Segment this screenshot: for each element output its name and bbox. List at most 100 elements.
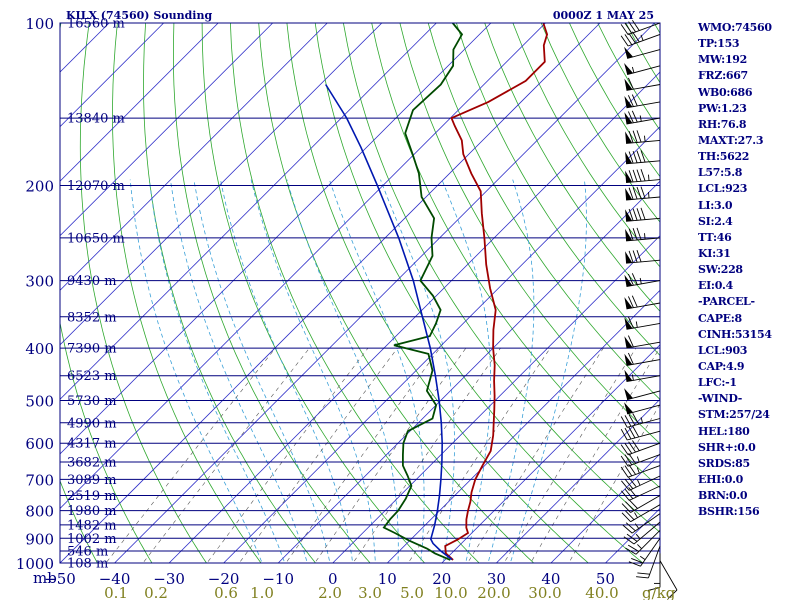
dry-adiabat [79, 23, 207, 563]
wind-barb-flag [627, 335, 634, 348]
sounding-index: CAPE:8 [698, 311, 742, 325]
wind-barb-pennant [624, 96, 633, 108]
dry-adiabat [112, 23, 262, 563]
sounding-index: CINH:53154 [698, 327, 772, 341]
sounding-index: MW:192 [698, 53, 748, 67]
mixing-ratio-labels: 0.1 0.2 0.6 1.0 2.0 3.0 5.0 10.0 20.0 30.0 40.0 g/k… [104, 584, 676, 600]
wind-barb-flag [628, 561, 641, 567]
wind-barb [647, 553, 661, 591]
wind-barb-flag [620, 24, 629, 35]
wind-barb-pennant [624, 369, 633, 382]
mixing-ratio-line [238, 347, 398, 563]
wind-barb [623, 521, 661, 545]
wind-barb-flag [636, 169, 642, 182]
wind-barb-flag [640, 207, 646, 220]
wind-barb-shaft [627, 390, 661, 401]
wind-barb-half-flag [644, 233, 646, 240]
wind-barb [625, 227, 661, 242]
wind-barb-flag [627, 316, 634, 329]
wind-barb-flag [628, 477, 637, 488]
mixing-ratio-line [503, 347, 637, 563]
wind-barb-pennant [624, 112, 633, 124]
wind-barb-half-flag [634, 512, 638, 518]
mixing-ratio-unit: g/kg [642, 584, 676, 600]
wind-barb-half-flag [639, 555, 646, 560]
moist-adiabat [509, 179, 587, 563]
height-label: 13840 m [67, 112, 125, 127]
wind-barb-flag [632, 150, 638, 163]
parcel-trace [325, 84, 453, 561]
wind-barb-flag [636, 208, 642, 221]
wind-barb-flag [636, 576, 649, 579]
wind-barb-shaft [629, 485, 661, 501]
sounding-index: WB0:686 [698, 85, 753, 99]
plot-frame [59, 22, 661, 564]
temperature-label: −20 [208, 570, 240, 588]
wind-barb-flag [631, 94, 638, 107]
wind-barb-flag [623, 536, 635, 545]
wind-barb-shaft [640, 538, 661, 567]
wind-barb-flag [624, 478, 634, 489]
wind-barb [624, 77, 661, 91]
pressure-label: 700 [25, 471, 54, 489]
wind-barb-flag [621, 480, 630, 491]
wind-barb-pennant [625, 209, 633, 222]
wind-barb-flag [636, 130, 642, 143]
wind-barb [625, 529, 661, 555]
pressure-label: 900 [25, 530, 54, 548]
wind-barb-flag [628, 228, 634, 241]
wind-barb-flag [631, 295, 638, 308]
height-label: 6523 m [67, 369, 117, 384]
moist-adiabat [286, 179, 399, 563]
wind-barb-flag [627, 95, 634, 107]
wind-barb [624, 63, 661, 76]
wind-barb-flag [631, 557, 643, 564]
mixing-ratio-line [285, 347, 441, 563]
temperature-label: −50 [44, 570, 76, 588]
sounding-index: EI:0.4 [698, 279, 733, 293]
isotherm [223, 126, 660, 563]
temperature-trace [444, 23, 549, 561]
wind-barb-half-flag [637, 479, 641, 486]
sounding-index: LCL:923 [698, 182, 748, 196]
dry-adiabat [60, 23, 153, 563]
dry-adiabat [143, 23, 317, 563]
wind-barb-flag [637, 572, 650, 575]
wind-barb-flag [627, 352, 634, 365]
wind-barb-flag [625, 510, 635, 521]
wind-barb-pennant [624, 46, 633, 59]
wind-barb-pennant [624, 274, 633, 287]
wind-barb [624, 352, 661, 366]
wind-barb [624, 335, 661, 349]
wind-barb-flag [625, 547, 637, 555]
wind-barb-flag [620, 416, 628, 428]
wind-barb-flag [632, 440, 640, 451]
wind-barb-flag [636, 186, 642, 199]
wind-barb [620, 440, 661, 456]
sounding-index: WMO:74560 [698, 21, 772, 34]
wind-barb-flag [632, 187, 638, 200]
wind-barb [636, 545, 661, 579]
wind-barb-flag [627, 111, 634, 123]
mixing-ratio-label: 0.6 [214, 584, 238, 600]
wind-barb-flag [624, 454, 633, 466]
wind-barb-shaft [626, 259, 661, 264]
sounding-index: TT:46 [698, 230, 732, 244]
temperature-label: 50 [596, 570, 615, 588]
wind-barb-flag [628, 187, 634, 200]
moist-adiabat [441, 179, 492, 563]
sounding-traces [325, 23, 549, 561]
wind-barb-flag [624, 465, 633, 477]
wind-barb [659, 560, 678, 599]
height-label: 7390 m [67, 342, 117, 357]
wind-barb-shaft [635, 529, 661, 555]
wind-barb [624, 369, 661, 383]
sounding-index: STM:257/24 [698, 408, 770, 422]
pressure-label: 100 [25, 15, 54, 33]
wind-barb [624, 402, 661, 415]
pressure-label: 500 [25, 392, 54, 410]
pressure-label: 200 [25, 178, 54, 196]
dry-adiabat [484, 23, 660, 312]
wind-barb [624, 295, 661, 310]
